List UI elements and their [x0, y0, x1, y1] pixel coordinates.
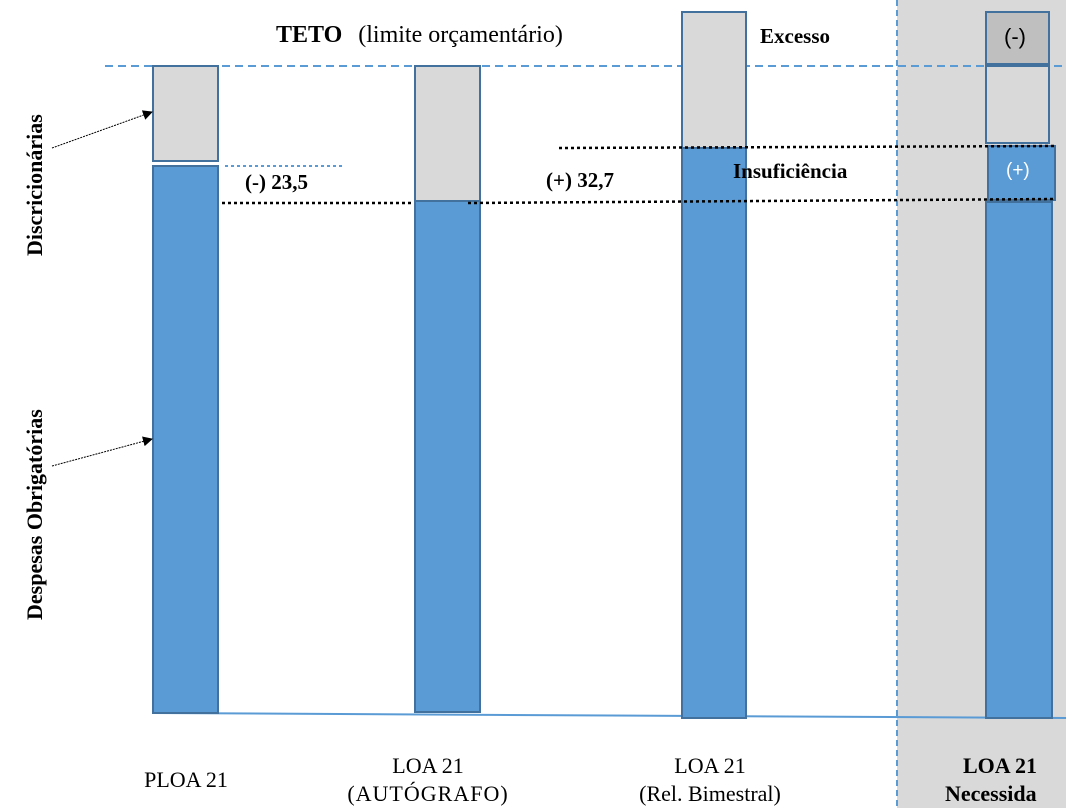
- plus-box-label: (+): [1006, 160, 1030, 181]
- insuficiencia-label: Insuficiência: [733, 159, 848, 183]
- category-bimestral-line1: LOA 21: [674, 753, 746, 778]
- bar-bimestral-obrigatorias: [681, 147, 747, 719]
- bar-necessidade-discricionarias: [985, 65, 1050, 144]
- minus-box-label: (-): [1004, 24, 1026, 49]
- baseline: [152, 712, 1066, 719]
- category-ploa-line1: PLOA 21: [144, 767, 228, 792]
- category-necessidade-line1: LOA 21: [963, 753, 1037, 778]
- bar-ploa-obrigatorias: [152, 165, 219, 714]
- minus-23-label: (-) 23,5: [245, 170, 308, 194]
- category-bimestral: LOA 21 (Rel. Bimestral): [620, 752, 800, 808]
- discricionarias-arrow: [51, 110, 153, 149]
- category-necessidade: LOA 21 Necessida: [945, 752, 1037, 808]
- autografo-level-line-right: [467, 197, 1056, 205]
- bimestral-level-line: [558, 144, 1056, 150]
- category-ploa: PLOA 21: [96, 766, 276, 794]
- category-autografo: LOA 21 (AUTÓGRAFO): [338, 752, 518, 808]
- category-bimestral-line2: (Rel. Bimestral): [639, 781, 781, 806]
- plus-32-label: (+) 32,7: [546, 168, 614, 192]
- bar-necessidade-minus-box: [985, 11, 1050, 65]
- category-autografo-line1: LOA 21: [392, 753, 464, 778]
- obrigatorias-label: Despesas Obrigatórias: [22, 409, 47, 620]
- bar-necessidade-obrigatorias: [985, 201, 1053, 719]
- teto-label-rest: (limite orçamentário): [358, 22, 563, 48]
- excesso-label: Excesso: [760, 24, 830, 48]
- category-autografo-line2: (AUTÓGRAFO): [347, 781, 509, 806]
- bar-autografo-obrigatorias: [414, 200, 481, 713]
- bar-ploa-discricionarias: [152, 65, 219, 162]
- teto-label: TETO (limite orçamentário): [276, 22, 563, 49]
- bar-bimestral-excesso: [681, 11, 747, 149]
- category-necessidade-line2: Necessida: [945, 781, 1037, 806]
- obrigatorias-arrow: [51, 436, 153, 467]
- teto-label-bold: TETO: [276, 22, 343, 48]
- bar-autografo-discricionarias: [414, 65, 481, 202]
- discricionarias-label: Discricionárias: [22, 114, 47, 256]
